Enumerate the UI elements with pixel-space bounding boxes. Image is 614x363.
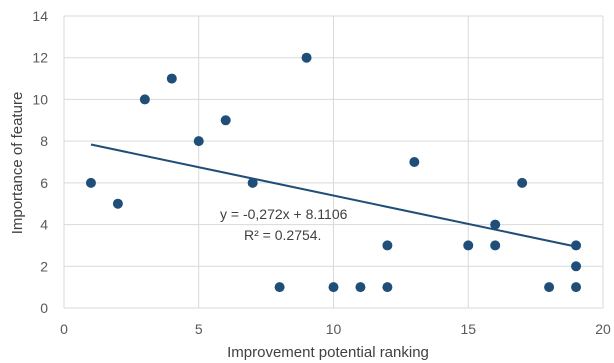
data-point: [247, 177, 258, 188]
data-point: [463, 240, 474, 251]
data-point: [490, 219, 501, 230]
data-point: [571, 282, 582, 293]
y-tick-label: 4: [40, 217, 48, 233]
y-tick-label: 6: [40, 175, 48, 191]
data-points: [85, 52, 582, 293]
data-point: [301, 52, 312, 63]
y-tick-label: 0: [40, 300, 48, 316]
data-point: [274, 282, 285, 293]
data-point: [220, 115, 231, 126]
data-point: [166, 73, 177, 84]
y-tick-label: 8: [40, 133, 48, 149]
y-tick-label: 12: [32, 50, 48, 66]
data-point: [355, 282, 366, 293]
trendline: [90, 143, 577, 248]
data-point: [544, 282, 555, 293]
axis-ticks: 0 2 4 6 8 10 12 14 0 5 10 15 20: [32, 8, 611, 337]
data-point: [85, 177, 96, 188]
trendline-layer: [90, 143, 577, 248]
trendline-r-squared: R² = 0.2754.: [244, 227, 321, 243]
x-tick-label: 20: [595, 321, 611, 337]
data-point: [328, 282, 339, 293]
x-tick-label: 5: [195, 321, 203, 337]
data-point: [409, 157, 420, 167]
x-tick-label: 15: [460, 321, 476, 337]
data-point: [571, 240, 582, 251]
data-point: [112, 198, 123, 209]
data-point: [382, 282, 393, 293]
data-point: [517, 177, 528, 188]
x-tick-label: 10: [326, 321, 342, 337]
y-axis-title: Importance of feature: [9, 92, 26, 235]
x-axis-title: Improvement potential ranking: [227, 344, 429, 361]
x-tick-label: 0: [60, 321, 68, 337]
data-point: [193, 136, 204, 147]
trendline-equation: y = -0,272x + 8.1106: [220, 206, 348, 222]
data-point: [139, 94, 150, 105]
y-tick-label: 2: [40, 258, 48, 274]
y-tick-label: 10: [32, 91, 48, 107]
data-point: [490, 240, 501, 251]
data-point: [571, 261, 582, 272]
y-tick-label: 14: [32, 8, 48, 24]
grid-lines: [63, 15, 604, 309]
data-point: [382, 240, 393, 251]
